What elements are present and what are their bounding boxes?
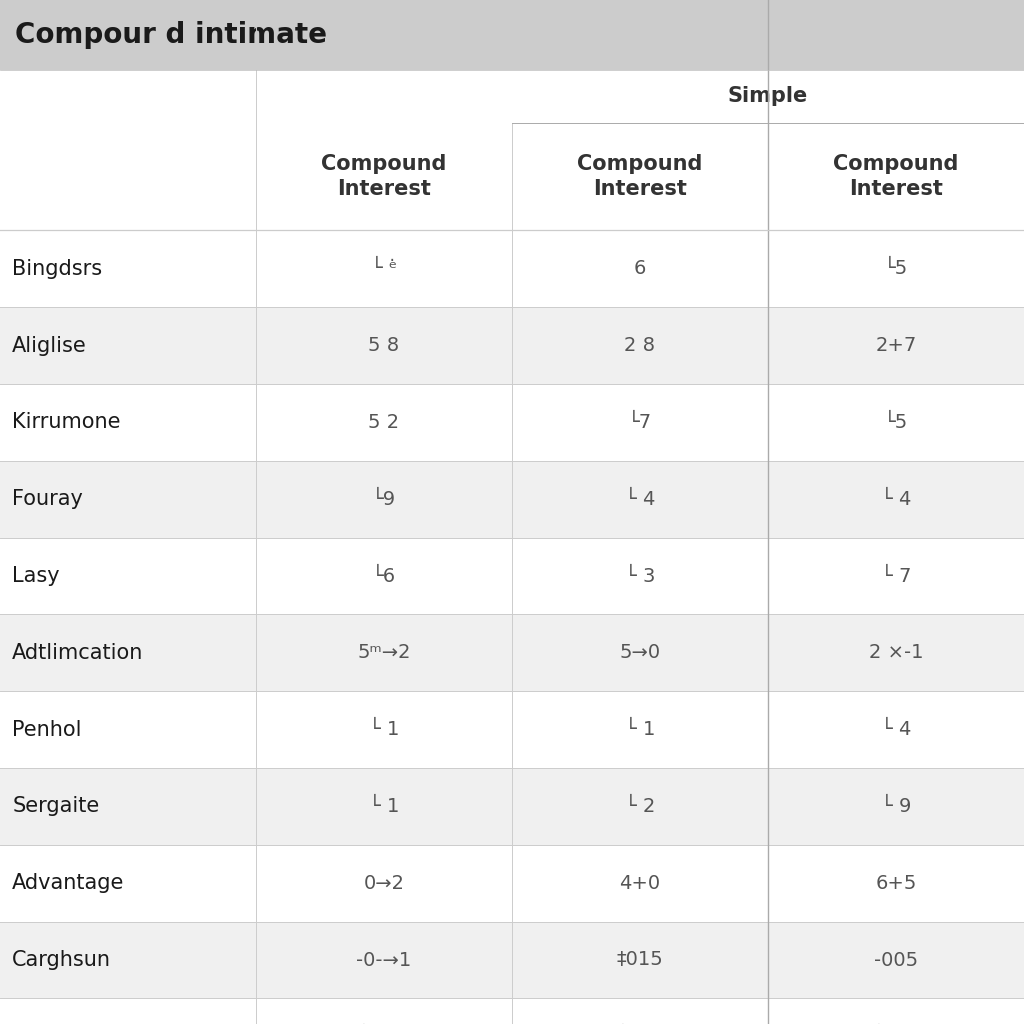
Text: Simple: Simple: [728, 86, 808, 106]
Text: 2 8: 2 8: [625, 336, 655, 355]
Text: └ 4: └ 4: [625, 489, 655, 509]
Text: Aliglise: Aliglise: [12, 336, 87, 355]
Text: └ 2: └ 2: [625, 797, 655, 816]
Text: 0→2: 0→2: [364, 873, 404, 893]
Text: 6+5: 6+5: [876, 873, 916, 893]
Bar: [0, 384, 1024, 461]
Text: └6: └6: [372, 566, 396, 586]
Text: Fouray: Fouray: [12, 489, 83, 509]
Bar: [0, 307, 1024, 384]
Text: Carghsun: Carghsun: [12, 950, 112, 970]
Text: 5ᵐ→2: 5ᵐ→2: [357, 643, 411, 663]
Text: 5 8: 5 8: [369, 336, 399, 355]
Text: └ 3: └ 3: [625, 566, 655, 586]
Text: 6: 6: [634, 259, 646, 279]
Bar: [0, 845, 1024, 922]
Text: └ 1: └ 1: [369, 720, 399, 739]
Bar: [0, 691, 1024, 768]
Text: Lasy: Lasy: [12, 566, 60, 586]
Text: Compound
Interest: Compound Interest: [834, 155, 958, 199]
Text: 5→0: 5→0: [620, 643, 660, 663]
Bar: [0, 461, 1024, 538]
Text: 2+7: 2+7: [876, 336, 916, 355]
Text: -005: -005: [873, 950, 919, 970]
Text: ‡015: ‡015: [616, 950, 664, 970]
Text: └5: └5: [884, 413, 908, 432]
Text: Bingdsrs: Bingdsrs: [12, 259, 102, 279]
Text: Compound
Interest: Compound Interest: [322, 155, 446, 199]
Text: └ 9: └ 9: [881, 797, 911, 816]
Text: Kirrumone: Kirrumone: [12, 413, 121, 432]
Bar: [0, 998, 1024, 1024]
Bar: [0, 230, 1024, 307]
Text: └ ᵉ̇: └ ᵉ̇: [371, 259, 397, 279]
Text: 2 ×-1: 2 ×-1: [868, 643, 924, 663]
Bar: [0, 538, 1024, 614]
Text: └ 1: └ 1: [625, 720, 655, 739]
Text: Compour d intimate: Compour d intimate: [15, 20, 328, 49]
Bar: [0, 614, 1024, 691]
Text: Compound
Interest: Compound Interest: [578, 155, 702, 199]
Text: └ 7: └ 7: [881, 566, 911, 586]
Bar: [0, 0, 1024, 70]
Text: └ 1: └ 1: [369, 797, 399, 816]
Text: 5 2: 5 2: [369, 413, 399, 432]
Text: Advantage: Advantage: [12, 873, 125, 893]
Bar: [0, 922, 1024, 998]
Text: └5: └5: [884, 259, 908, 279]
Text: 4+0: 4+0: [620, 873, 660, 893]
Text: -0-→1: -0-→1: [356, 950, 412, 970]
Text: Adtlimcation: Adtlimcation: [12, 643, 143, 663]
Bar: [0, 70, 1024, 230]
Text: └ 4: └ 4: [881, 489, 911, 509]
Text: Penhol: Penhol: [12, 720, 82, 739]
Text: └7: └7: [628, 413, 652, 432]
Text: └9: └9: [372, 489, 396, 509]
Text: └ 4: └ 4: [881, 720, 911, 739]
Bar: [0, 768, 1024, 845]
Text: Sergaite: Sergaite: [12, 797, 99, 816]
